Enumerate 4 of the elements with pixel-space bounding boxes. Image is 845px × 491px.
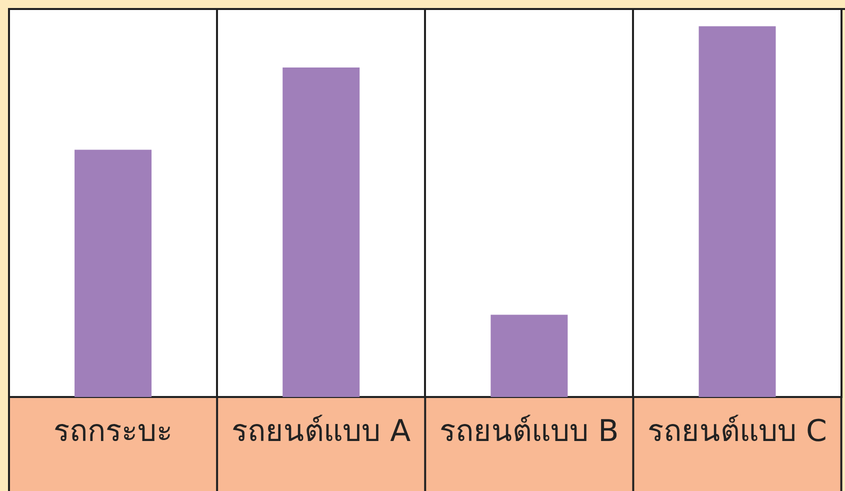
x-tick-label: รถยนต์แบบ C (648, 414, 827, 449)
x-tick-label: รถยนต์แบบ A (232, 414, 412, 449)
x-tick-label: รถยนต์แบบ B (440, 414, 619, 449)
x-tick-label: รถกระบะ (54, 414, 173, 449)
